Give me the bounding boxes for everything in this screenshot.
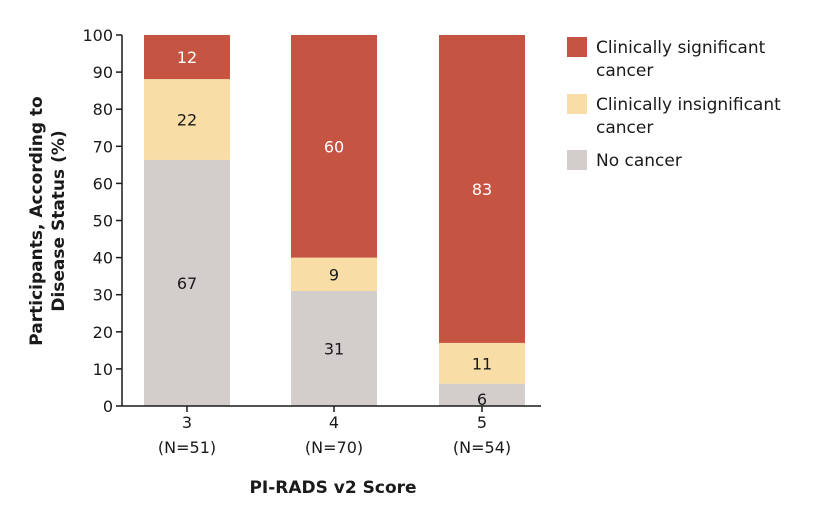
- y-tick-label: 0: [103, 397, 113, 416]
- y-tick-label: 60: [93, 174, 113, 193]
- bar-segment: [291, 290, 377, 406]
- legend-label-line: Clinically insignificant: [596, 95, 781, 115]
- bar-stack-3: 67 22 12: [144, 35, 230, 406]
- y-tick-label: 100: [82, 26, 113, 45]
- legend-swatch: [567, 94, 587, 114]
- legend-item: Clinically insignificant cancer: [567, 94, 781, 138]
- bars: 67 22 12 31 9 60 6 11 83: [144, 35, 525, 409]
- x-tick-label: 3: [182, 413, 192, 432]
- y-axis-title-text: Participants, According to Disease Status…: [27, 96, 69, 345]
- bar-data-label: 9: [329, 265, 339, 284]
- bar-stack-4: 31 9 60: [291, 35, 377, 406]
- y-tick-label: 80: [93, 100, 113, 119]
- legend-label: No cancer: [596, 151, 682, 171]
- y-axis: 0 10 20 30 40 50 60 70 80 90 100: [82, 26, 123, 416]
- bar-segment: [144, 159, 230, 406]
- bar-data-label: 22: [177, 110, 197, 129]
- legend-label: Clinically insignificant cancer: [596, 95, 781, 138]
- x-tick-sublabel: (N=51): [158, 438, 216, 457]
- bar-segment: [291, 257, 377, 291]
- y-tick-label: 30: [93, 286, 113, 305]
- bar-data-label: 67: [177, 274, 197, 293]
- y-axis-title: Participants, According to Disease Status…: [27, 96, 69, 345]
- y-tick-label: 20: [93, 323, 113, 342]
- legend-swatch: [567, 150, 587, 170]
- legend-item: Clinically significant cancer: [567, 37, 766, 81]
- y-tick-label: 50: [93, 212, 113, 231]
- bar-data-label: 12: [177, 48, 197, 67]
- legend-item: No cancer: [567, 150, 682, 171]
- x-tick-label: 5: [477, 413, 487, 432]
- x-axis: 3 (N=51) 4 (N=70) 5 (N=54): [122, 405, 541, 457]
- bar-segment: [144, 79, 230, 160]
- bar-data-label: 60: [324, 137, 344, 156]
- legend-swatch: [567, 37, 587, 57]
- bar-data-label: 31: [324, 339, 344, 358]
- y-tick-label: 10: [93, 360, 113, 379]
- bar-segment: [291, 35, 377, 258]
- x-axis-title: PI-RADS v2 Score: [249, 478, 416, 498]
- y-axis-title-line: Participants, According to: [27, 96, 47, 345]
- y-tick-label: 90: [93, 63, 113, 82]
- x-tick-sublabel: (N=70): [305, 438, 363, 457]
- bar-stack-5: 6 11 83: [439, 35, 525, 409]
- legend-label: Clinically significant cancer: [596, 38, 766, 81]
- x-tick-sublabel: (N=54): [453, 438, 511, 457]
- legend-label-line: Clinically significant: [596, 38, 766, 58]
- legend-label-line: cancer: [596, 61, 653, 81]
- bar-data-label: 6: [477, 390, 487, 409]
- bar-segment: [439, 342, 525, 384]
- bar-data-label: 11: [472, 354, 492, 373]
- bar-data-label: 83: [472, 180, 492, 199]
- y-axis-title-line: Disease Status (%): [49, 130, 69, 311]
- bar-segment: [144, 35, 230, 80]
- y-tick-label: 70: [93, 137, 113, 156]
- y-tick-label: 40: [93, 249, 113, 268]
- bar-segment: [439, 35, 525, 343]
- x-tick-label: 4: [329, 413, 339, 432]
- legend-label-line: cancer: [596, 118, 653, 138]
- bar-segment: [439, 383, 525, 406]
- legend-label-line: No cancer: [596, 151, 682, 171]
